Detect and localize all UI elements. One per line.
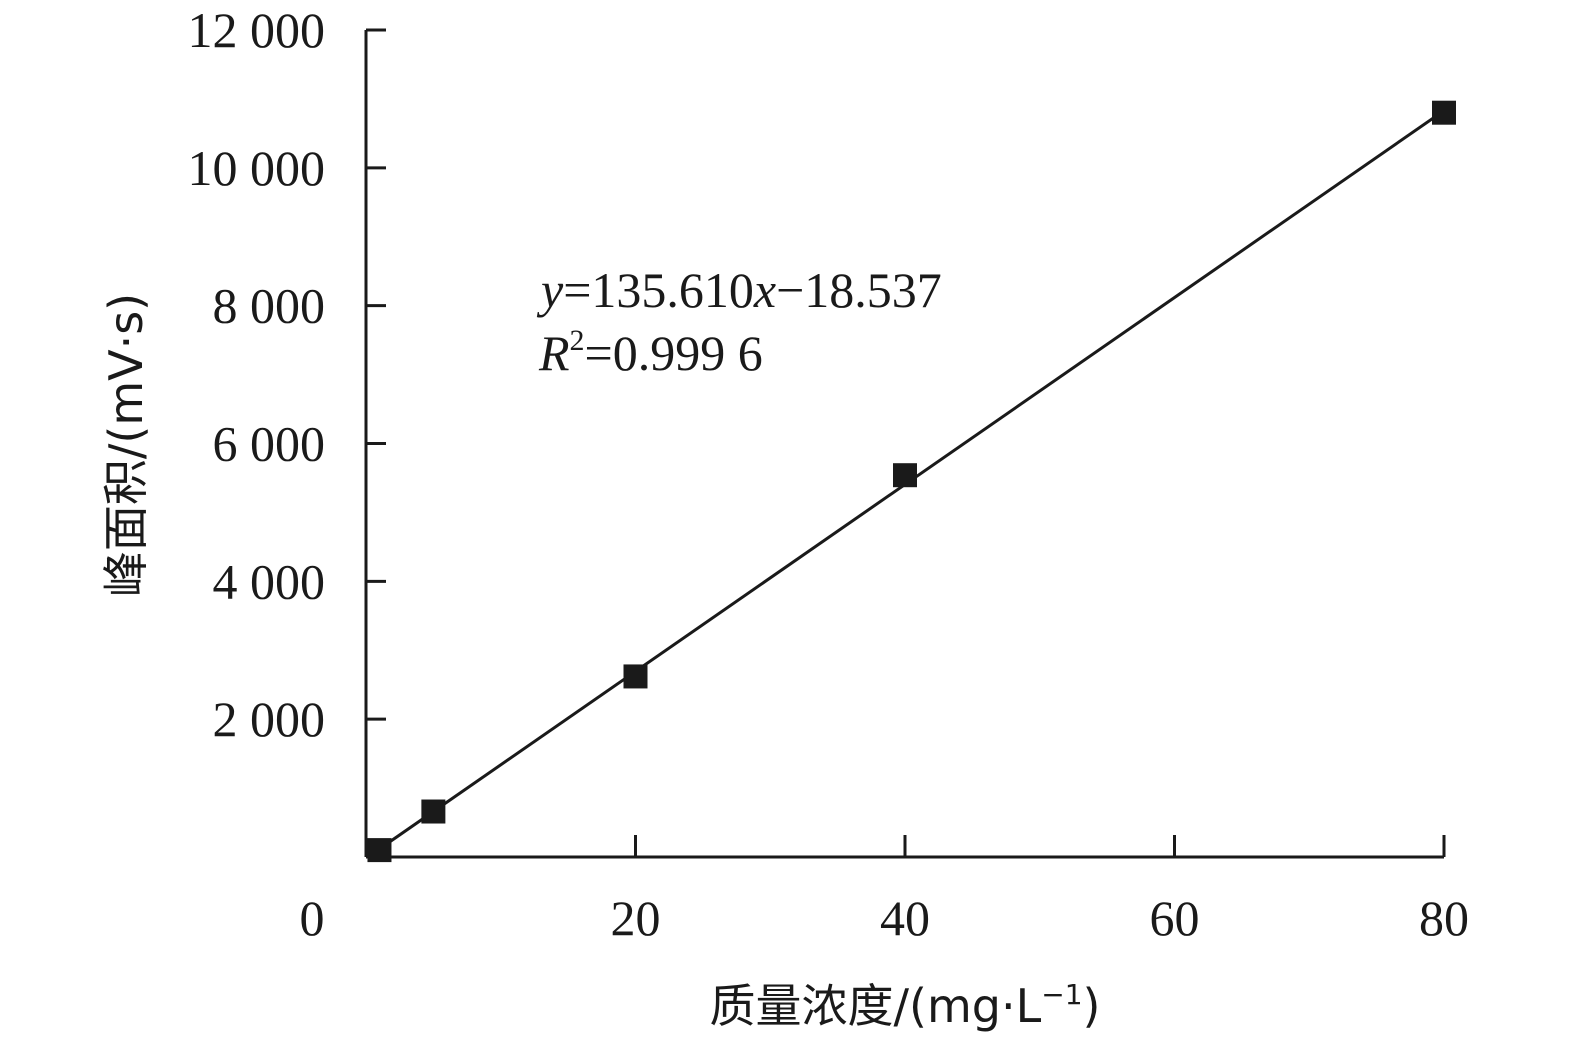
eq-y-var: y [536, 262, 564, 318]
x-axis-title: 质量浓度/(mg·L−1) [710, 978, 1101, 1033]
y-tick-label: 12 000 [188, 2, 326, 58]
ticks-layer: 2 000 4 000 6 000 8 000 10 000 12 000 0 20 40 60 8… [188, 2, 1470, 946]
y-tick-label: 8 000 [213, 278, 326, 334]
data-point-marker [1432, 100, 1456, 125]
x-tick-label: 20 [611, 890, 661, 946]
data-point-marker [893, 463, 917, 488]
eq-x-var: x [753, 262, 776, 318]
x-tick-label: 0 [300, 890, 325, 946]
data-point-marker [421, 799, 446, 824]
r-exponent: 2 [570, 324, 585, 357]
x-axis-title-main: 质量浓度/(mg·L [710, 979, 1042, 1033]
y-axis-title: 峰面积/(mV·s) [99, 293, 153, 597]
y-tick-label: 2 000 [213, 691, 326, 747]
x-axis-title-exponent: −1 [1041, 978, 1082, 1011]
data-point-marker [367, 838, 392, 863]
y-tick-label: 4 000 [213, 553, 326, 609]
y-tick-label: 10 000 [188, 140, 326, 196]
eq-slope: =135.610 [563, 262, 754, 318]
x-tick-label: 60 [1150, 890, 1200, 946]
x-axis-title-close: ) [1083, 979, 1101, 1033]
x-tick-label: 80 [1419, 890, 1469, 946]
data-point-marker [623, 664, 648, 689]
regression-equation: y=135.610x−18.537 [536, 262, 942, 318]
r-squared: R2=0.999 6 [538, 324, 763, 381]
r-value: =0.999 6 [585, 325, 763, 381]
data-points [367, 100, 1456, 863]
r-symbol: R [538, 325, 570, 381]
x-tick-label: 40 [880, 890, 930, 946]
y-tick-label: 6 000 [213, 416, 326, 472]
eq-intercept: −18.537 [776, 262, 942, 318]
